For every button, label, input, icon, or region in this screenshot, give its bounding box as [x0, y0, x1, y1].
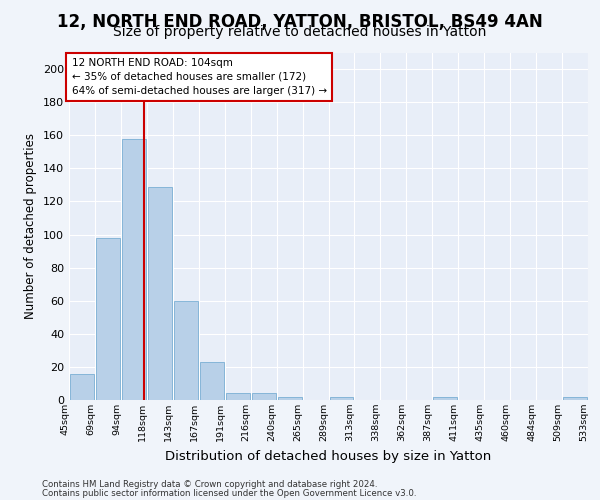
Bar	[226, 394, 250, 400]
Text: Contains public sector information licensed under the Open Government Licence v3: Contains public sector information licen…	[42, 488, 416, 498]
Text: Contains HM Land Registry data © Crown copyright and database right 2024.: Contains HM Land Registry data © Crown c…	[42, 480, 377, 489]
Bar	[433, 396, 457, 400]
Bar	[122, 138, 146, 400]
Text: 12 NORTH END ROAD: 104sqm
← 35% of detached houses are smaller (172)
64% of semi: 12 NORTH END ROAD: 104sqm ← 35% of detac…	[71, 58, 327, 96]
Text: 12, NORTH END ROAD, YATTON, BRISTOL, BS49 4AN: 12, NORTH END ROAD, YATTON, BRISTOL, BS4…	[57, 12, 543, 30]
Bar	[278, 396, 302, 400]
Text: Size of property relative to detached houses in Yatton: Size of property relative to detached ho…	[113, 25, 487, 39]
Bar	[200, 362, 224, 400]
X-axis label: Distribution of detached houses by size in Yatton: Distribution of detached houses by size …	[166, 450, 491, 462]
Bar	[563, 396, 587, 400]
Bar	[70, 374, 94, 400]
Bar	[96, 238, 120, 400]
Y-axis label: Number of detached properties: Number of detached properties	[25, 133, 37, 320]
Bar	[174, 300, 198, 400]
Bar	[148, 186, 172, 400]
Bar	[329, 396, 353, 400]
Bar	[251, 394, 275, 400]
